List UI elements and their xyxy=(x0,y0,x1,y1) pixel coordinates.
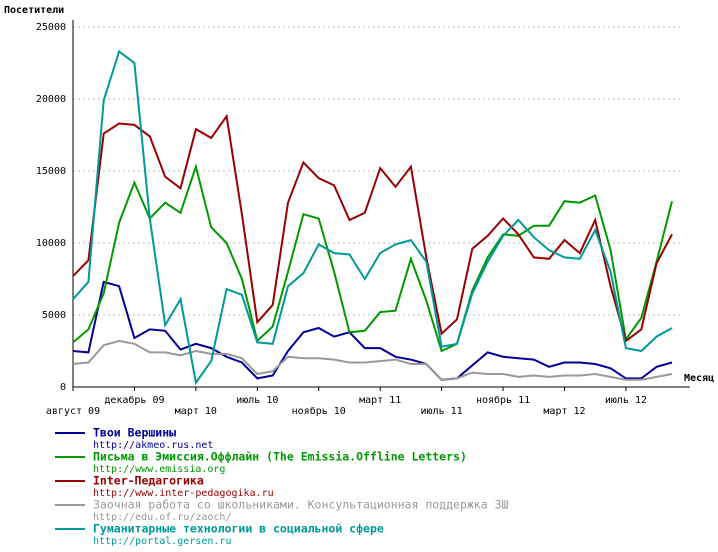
y-tick-label: 10000 xyxy=(36,238,66,249)
y-tick-label: 15000 xyxy=(36,166,66,177)
x-axis-label: Месяц xyxy=(684,373,714,384)
series-line xyxy=(72,163,673,353)
series-line xyxy=(72,280,673,381)
y-tick-label: 25000 xyxy=(36,22,66,33)
x-tick-label: март 10 xyxy=(175,406,217,417)
legend-label: Письма в Эмиссия.Оффлайн (The Emissia.Of… xyxy=(93,450,467,464)
y-axis-label: Посетители xyxy=(4,5,64,16)
legend-url: http://www.emissia.org xyxy=(93,464,225,475)
x-tick-label: март 12 xyxy=(543,406,585,417)
x-tick-label: июль 11 xyxy=(421,406,463,417)
x-tick-label: ноябрь 11 xyxy=(476,394,530,406)
legend-label: Гуманитарные технологии в социальной сфе… xyxy=(93,522,384,536)
x-tick-label: июль 12 xyxy=(605,395,647,406)
y-tick-label: 5000 xyxy=(42,310,66,321)
legend-label: Твои Вершины xyxy=(93,426,176,440)
legend-label: Заочная работа со школьниками. Консульта… xyxy=(93,498,508,512)
y-tick-label: 20000 xyxy=(36,94,66,105)
y-tick-label: 0 xyxy=(60,382,66,393)
legend-url: http://akmeo.rus.net xyxy=(93,440,213,451)
legend-url: http://www.inter-pedagogika.ru xyxy=(93,488,274,499)
legend-url: http://portal.gersen.ru xyxy=(93,536,231,547)
series-line xyxy=(72,49,673,386)
x-tick-label: март 11 xyxy=(359,395,401,406)
series-line xyxy=(72,339,673,381)
legend-label: Inter-Педагогика xyxy=(93,474,204,488)
x-tick-label: август 09 xyxy=(46,406,100,417)
series-line xyxy=(72,113,673,343)
x-tick-label: июль 10 xyxy=(236,395,278,406)
x-tick-label: ноябрь 10 xyxy=(292,405,346,417)
x-tick-label: декабрь 09 xyxy=(104,394,164,406)
legend-url: http://edu.of.ru/zaoch/ xyxy=(93,512,231,523)
